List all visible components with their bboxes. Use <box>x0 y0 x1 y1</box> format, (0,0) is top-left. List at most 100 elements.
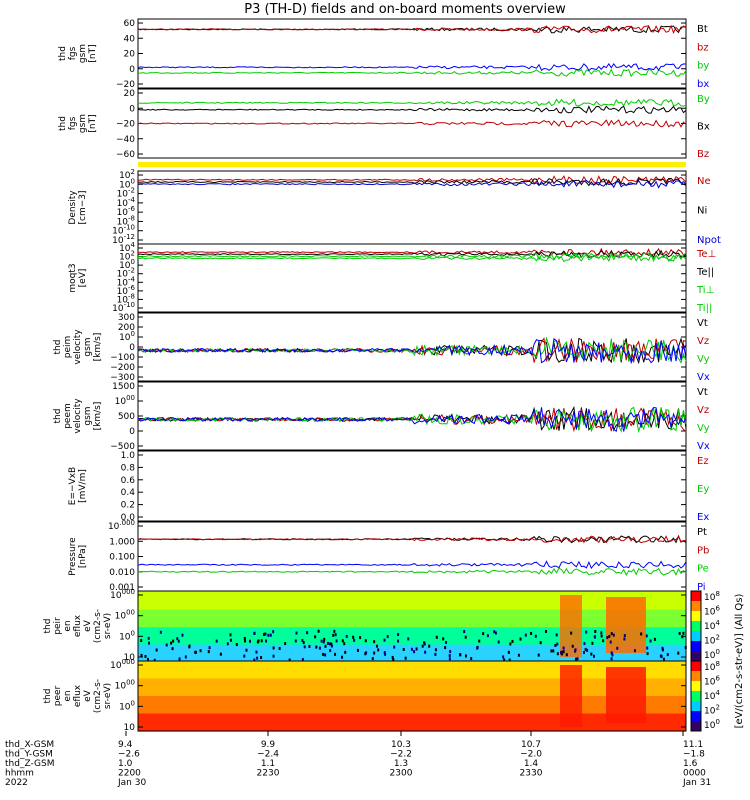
spec-noise <box>574 648 577 652</box>
spec-noise <box>464 654 467 658</box>
y-tick-label: 10-8 <box>117 292 135 305</box>
y-tick-label: 200 <box>118 323 135 333</box>
x-axis-value: 1.6 <box>683 759 698 769</box>
y-axis-label-line: (cm2-s- <box>93 679 103 713</box>
spec-noise <box>428 644 431 648</box>
spec-band <box>138 697 686 699</box>
colorbar-segment <box>691 681 701 692</box>
spec-noise <box>445 640 448 644</box>
trace-Pb <box>137 535 687 544</box>
y-axis-label-line: en <box>63 620 73 631</box>
y-tick-label: 100 <box>119 330 135 343</box>
y-axis-label-line: eflux <box>73 614 83 637</box>
spec-band <box>138 670 686 673</box>
legend-entry: Bz <box>697 149 709 160</box>
spec-noise <box>329 649 332 653</box>
spec-band <box>138 616 686 619</box>
y-axis-label-line: fgs <box>68 46 78 60</box>
colorbar-segment <box>691 721 701 732</box>
spec-band <box>138 633 686 635</box>
spec-band <box>138 634 686 636</box>
spec-noise <box>623 637 626 641</box>
y-axis-label-line: sr-eV) <box>103 613 113 639</box>
spec-noise <box>322 640 325 644</box>
spec-noise <box>678 631 681 635</box>
trace-Ti⊥ <box>138 252 687 261</box>
spec-noise <box>594 630 597 634</box>
y-axis-label: thd peim velocity gsm [km/s] <box>53 329 103 365</box>
spec-band <box>138 728 686 731</box>
legend-entry: Npot <box>697 235 721 246</box>
spec-noise <box>413 650 416 654</box>
spec-noise <box>550 649 553 653</box>
spec-noise <box>502 655 505 659</box>
spec-band <box>138 631 686 634</box>
spec-noise <box>172 639 175 643</box>
spec-band <box>138 687 686 690</box>
y-axis-label-line: thd <box>58 116 68 131</box>
colorbar-segment <box>691 611 701 622</box>
spec-band <box>138 704 686 706</box>
spec-noise <box>562 646 565 650</box>
spec-noise <box>147 636 150 640</box>
y-tick-label: 10-6 <box>117 284 136 297</box>
legend-entry: Ti|| <box>696 303 712 314</box>
colorbar-tick: 104 <box>704 619 720 632</box>
x-axis-value: 1.4 <box>524 759 539 769</box>
spec-band <box>138 593 686 596</box>
spec-noise <box>649 639 652 643</box>
spec-band <box>138 678 686 681</box>
x-axis-value: −2.4 <box>257 750 279 760</box>
y-axis-label: thd peer en eflux eV (cm2-s-sr-eV) <box>43 679 113 713</box>
y-axis-label-line: [km/s] <box>93 402 103 431</box>
spec-noise <box>326 641 329 645</box>
spec-band <box>138 662 686 664</box>
y-tick-label: 0.8 <box>121 463 136 473</box>
spec-band <box>138 656 686 659</box>
spec-noise <box>184 655 187 659</box>
y-tick-label: 10-4 <box>117 196 136 209</box>
spec-noise <box>177 639 180 643</box>
y-axis-label-line: en <box>63 690 73 701</box>
spec-noise <box>463 630 466 634</box>
spec-noise <box>264 632 267 636</box>
legend-entry: Pt <box>697 527 707 538</box>
spec-noise <box>171 647 174 651</box>
spec-noise <box>324 644 327 648</box>
legend-entry: Pi <box>697 582 706 593</box>
colorbar-tick: 106 <box>704 605 720 618</box>
y-axis-label-line: peim <box>63 336 73 359</box>
y-axis-label-line: velocity <box>73 329 83 365</box>
spec-noise <box>584 647 587 651</box>
spec-band <box>138 617 686 620</box>
y-tick-label: 10-2 <box>117 187 135 200</box>
spec-band <box>138 601 686 604</box>
panel-frame <box>137 521 687 592</box>
y-tick-label: 0 <box>129 104 135 114</box>
spec-noise <box>359 636 362 640</box>
spec-noise <box>329 642 332 646</box>
y-tick-label: 10-4 <box>117 275 136 288</box>
spec-noise <box>301 657 304 661</box>
spec-noise <box>586 648 589 652</box>
spec-band <box>138 718 686 720</box>
spec-noise <box>610 657 613 661</box>
spec-noise <box>423 642 426 646</box>
spec-noise <box>314 635 317 639</box>
spec-noise <box>301 639 304 643</box>
spec-noise <box>591 641 594 645</box>
colorbar-tick: 102 <box>704 634 720 647</box>
spec-noise <box>415 647 418 651</box>
spec-band <box>138 726 686 729</box>
spec-noise <box>575 657 578 661</box>
spec-band <box>138 615 686 618</box>
spec-band <box>138 686 686 689</box>
spec-noise <box>434 652 437 656</box>
y-axis-label-line: [eV] <box>78 269 88 288</box>
spec-noise <box>295 631 298 635</box>
spec-band <box>138 713 686 716</box>
trace-Ne <box>137 175 687 185</box>
trace-Bz <box>137 119 687 128</box>
spec-band <box>138 721 686 724</box>
